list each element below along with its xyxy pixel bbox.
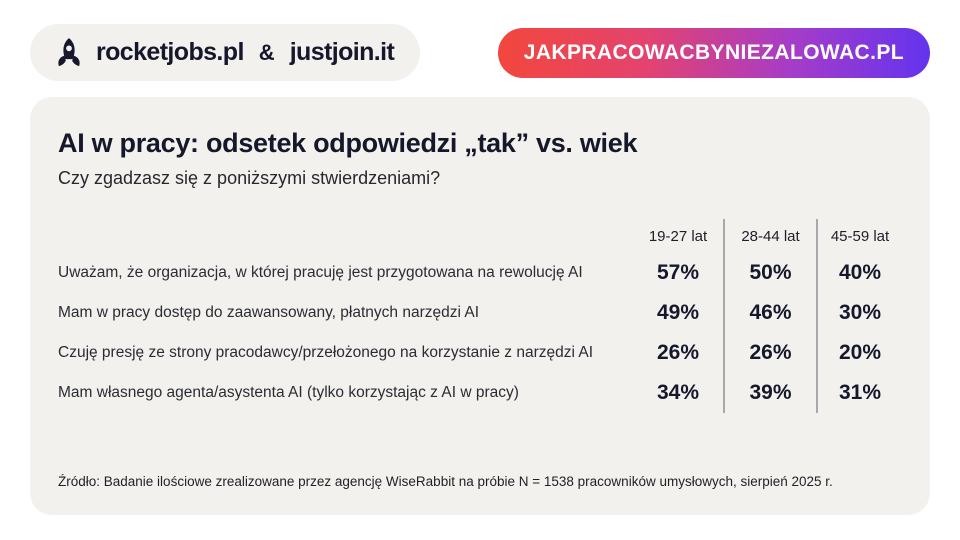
brand-rocketjobs: rocketjobs.pl xyxy=(96,38,244,66)
value-row3-col2: 26% xyxy=(723,333,816,373)
value-row4-col3: 31% xyxy=(816,373,902,413)
chart-card: AI w pracy: odsetek odpowiedzi „tak” vs.… xyxy=(30,97,930,515)
brand-separator: & xyxy=(258,39,275,65)
rocket-icon xyxy=(58,37,80,66)
value-row2-col1: 49% xyxy=(656,301,700,324)
statement-org-ready: Uważam, że organizacja, w której pracuję… xyxy=(58,264,583,281)
header: rocketjobs.pl & justjoin.it JAKPRACOWACB… xyxy=(30,24,930,81)
value-row1-col3: 40% xyxy=(816,253,902,293)
column-header-28-44: 28-44 lat xyxy=(723,219,816,253)
value-row2-col3: 30% xyxy=(816,293,902,333)
source-note: Źródło: Badanie ilościowe zrealizowane p… xyxy=(58,474,833,489)
value-row4-col2: 39% xyxy=(723,373,816,413)
value-row2-col2: 46% xyxy=(723,293,816,333)
statement-paid-tools: Mam w pracy dostęp do zaawansowany, płat… xyxy=(58,304,480,321)
data-table: 19-27 lat 28-44 lat 45-59 lat Uważam, że… xyxy=(58,219,902,413)
chart-subtitle: Czy zgadzasz się z poniższymi stwierdzen… xyxy=(58,168,441,188)
brand-justjoin: justjoin.it xyxy=(289,38,395,66)
value-row1-col2: 50% xyxy=(723,253,816,293)
chart-title: AI w pracy: odsetek odpowiedzi „tak” vs.… xyxy=(58,128,638,158)
value-row3-col3: 20% xyxy=(816,333,902,373)
promo-banner-text: JAKPRACOWACBYNIEZALOWAC.PL xyxy=(523,40,904,64)
column-header-45-59: 45-59 lat xyxy=(816,219,902,253)
statement-own-agent: Mam własnego agenta/asystenta AI (tylko … xyxy=(58,384,519,401)
value-row3-col1: 26% xyxy=(656,341,700,364)
corner-cell xyxy=(58,219,633,253)
value-row4-col1: 34% xyxy=(656,381,700,404)
column-header-19-27: 19-27 lat xyxy=(648,227,708,245)
promo-banner-link[interactable]: JAKPRACOWACBYNIEZALOWAC.PL xyxy=(497,27,930,78)
logo-pill: rocketjobs.pl & justjoin.it xyxy=(30,24,421,81)
statement-employer-pressure: Czuję presję ze strony pracodawcy/przeło… xyxy=(58,344,594,361)
value-row1-col1: 57% xyxy=(656,261,700,284)
